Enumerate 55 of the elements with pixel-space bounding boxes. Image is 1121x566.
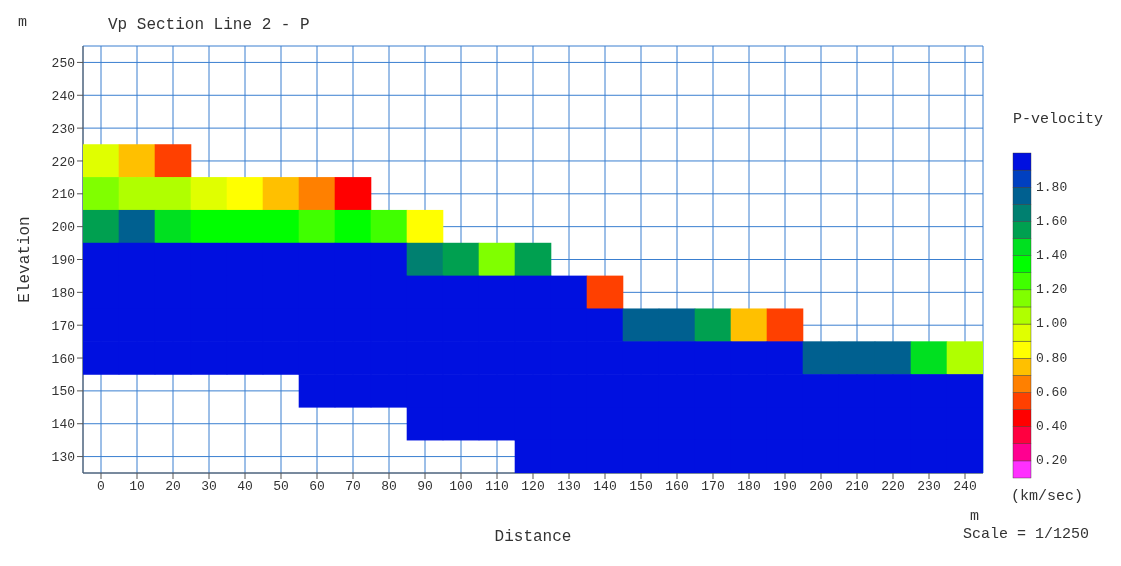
x-tick-label: 220	[881, 479, 905, 495]
color-bar-label: 1.00	[1036, 316, 1068, 332]
color-bar-label: 1.40	[1036, 248, 1068, 264]
color-bar-label: 1.20	[1036, 282, 1068, 298]
x-tick-label: 240	[953, 479, 977, 495]
x-tick-label: 60	[309, 479, 325, 495]
x-tick-label: 100	[449, 479, 473, 495]
x-tick-label: 210	[845, 479, 869, 495]
x-tick-label: 110	[485, 479, 509, 495]
y-tick-label: 170	[51, 318, 75, 334]
x-tick-label: 140	[593, 479, 617, 495]
color-bar-label: 0.80	[1036, 350, 1068, 366]
x-tick-label: 160	[665, 479, 689, 495]
x-tick-label: 170	[701, 479, 725, 495]
y-tick-label: 220	[51, 154, 75, 170]
x-tick-label: 130	[557, 479, 581, 495]
x-tick-label: 40	[237, 479, 253, 495]
x-tick-label: 80	[381, 479, 397, 495]
y-tick-label: 150	[51, 384, 75, 400]
y-tick-label: 250	[51, 56, 75, 72]
x-tick-label: 10	[129, 479, 145, 495]
x-tick-label: 30	[201, 479, 217, 495]
y-tick-label: 200	[51, 220, 75, 236]
y-tick-label: 140	[51, 417, 75, 433]
x-tick-label: 200	[809, 479, 833, 495]
color-bar-label: 1.60	[1036, 213, 1068, 229]
x-axis-title: Distance	[494, 528, 572, 546]
text: m	[18, 14, 28, 31]
x-tick-label: 0	[97, 479, 105, 495]
text: Scale = 1/1250	[963, 526, 1090, 543]
y-tick-label: 230	[51, 121, 75, 137]
y-tick-label: 180	[51, 285, 75, 301]
x-tick-label: 120	[521, 479, 545, 495]
x-tick-label: 190	[773, 479, 797, 495]
color-bar-title: P-velocity	[1012, 111, 1104, 128]
text: m	[970, 508, 980, 525]
y-tick-label: 130	[51, 450, 75, 466]
y-tick-label: 190	[51, 253, 75, 269]
x-tick-label: 90	[417, 479, 433, 495]
x-tick-label: 50	[273, 479, 289, 495]
x-tick-label: 70	[345, 479, 361, 495]
color-bar-label: 0.60	[1036, 384, 1068, 400]
x-tick-label: 230	[917, 479, 941, 495]
color-bar-label: 0.20	[1036, 453, 1068, 469]
x-tick-label: 150	[629, 479, 653, 495]
chart-title: Vp Section Line 2 - P	[108, 16, 310, 34]
y-tick-label: 160	[51, 351, 75, 367]
y-tick-label: 210	[51, 187, 75, 203]
x-tick-label: 180	[737, 479, 761, 495]
color-bar-label: 0.40	[1036, 419, 1068, 435]
y-tick-label: 240	[51, 88, 75, 104]
text: (km/sec)	[1011, 488, 1084, 505]
color-bar-label: 1.80	[1036, 179, 1068, 195]
x-tick-label: 20	[165, 479, 181, 495]
y-axis-title: Elevation	[15, 216, 34, 303]
